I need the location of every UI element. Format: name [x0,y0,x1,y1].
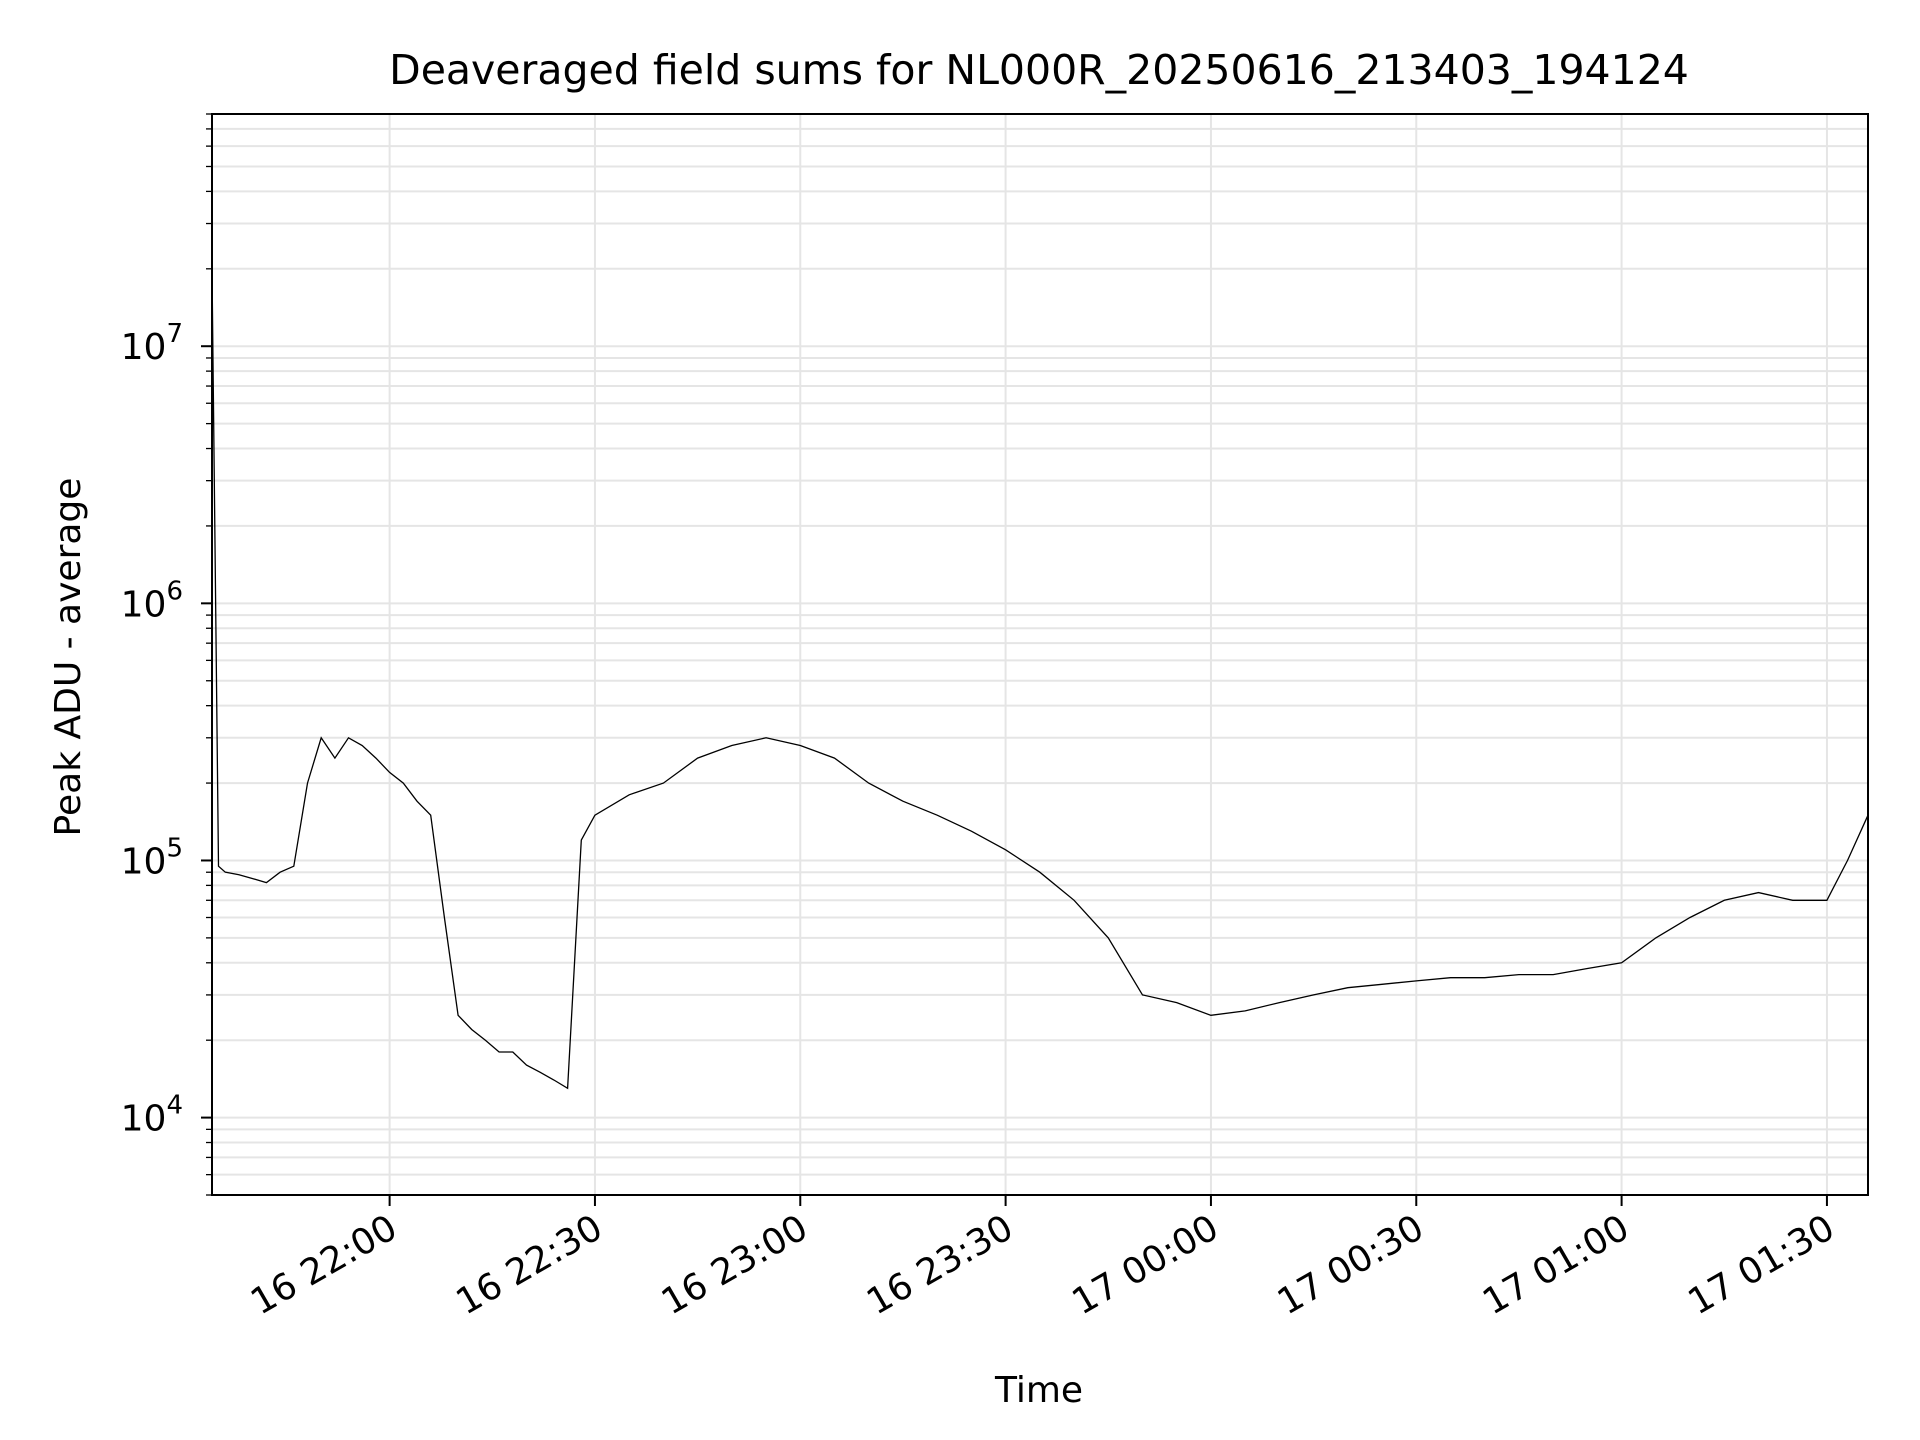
y-tick-label: 106 [121,576,183,625]
y-tick-base: 10 [121,327,167,368]
y-tick-base: 10 [121,1099,167,1140]
chart-title: Deaveraged field sums for NL000R_2025061… [389,46,1689,94]
y-tick-label: 104 [121,1091,183,1140]
y-tick-label: 105 [121,833,183,882]
y-tick-exponent: 4 [166,1091,183,1121]
y-tick-base: 10 [121,841,167,882]
y-tick-base: 10 [121,584,167,625]
x-axis-label: Time [994,1370,1083,1411]
x-gridlines [388,114,1828,1195]
y-tick-label: 107 [121,319,183,368]
plot-frame [211,113,1869,1196]
y-tick-exponent: 7 [166,319,183,349]
series-line [211,268,1869,1090]
y-gridlines [212,113,1868,1196]
y-tick-exponent: 5 [166,833,183,863]
y-tick-exponent: 6 [166,576,183,606]
y-axis-label: Peak ADU - average [48,478,89,837]
